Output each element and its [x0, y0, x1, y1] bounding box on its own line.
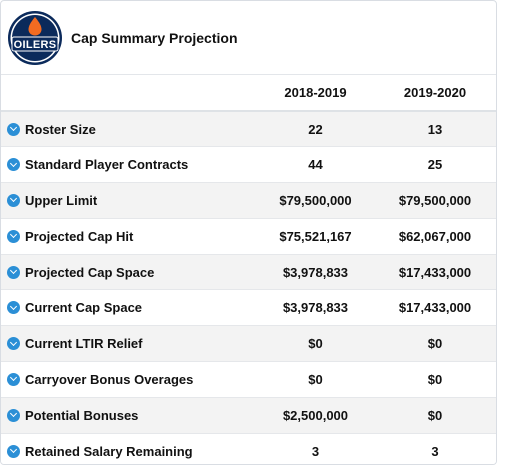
table-row[interactable]: Carryover Bonus Overages $0 $0	[1, 361, 496, 398]
value-cell: $0	[372, 325, 496, 362]
value-cell: $3,978,833	[259, 253, 372, 290]
table-row[interactable]: Standard Player Contracts 44 25	[1, 146, 496, 183]
table-row[interactable]: Upper Limit $79,500,000 $79,500,000	[1, 182, 496, 219]
chevron-down-circle-icon[interactable]	[7, 193, 20, 207]
row-label: Current LTIR Relief	[25, 336, 143, 352]
value-cell: 3	[259, 432, 372, 464]
chevron-down-circle-icon[interactable]	[7, 337, 20, 351]
row-label: Retained Salary Remaining	[25, 443, 193, 459]
table-row[interactable]: Current LTIR Relief $0 $0	[1, 325, 496, 362]
table-body: Roster Size 22 13 Standard Player Contra…	[1, 110, 496, 464]
table-row[interactable]: Projected Cap Space $3,978,833 $17,433,0…	[1, 253, 496, 290]
row-label: Upper Limit	[25, 192, 98, 208]
value-cell: $75,521,167	[259, 217, 372, 255]
value-cell: $0	[372, 361, 496, 398]
value-cell: $62,067,000	[372, 217, 496, 255]
table-header: 2018-2019 2019-2020	[1, 75, 496, 112]
row-label-cell: Projected Cap Hit	[1, 217, 259, 255]
value-cell: 13	[372, 110, 496, 147]
header-row: 2018-2019 2019-2020	[1, 75, 496, 112]
row-label: Projected Cap Space	[25, 264, 155, 280]
value-cell: $0	[259, 325, 372, 362]
cap-summary-table: 2018-2019 2019-2020 Roster Size 22 13 St…	[1, 75, 496, 464]
row-label: Projected Cap Hit	[25, 228, 134, 244]
row-label: Standard Player Contracts	[25, 157, 189, 173]
chevron-down-circle-icon[interactable]	[7, 444, 20, 458]
column-header-2018-2019: 2018-2019	[259, 75, 372, 112]
table-row[interactable]: Potential Bonuses $2,500,000 $0	[1, 396, 496, 434]
row-label-cell: Standard Player Contracts	[1, 146, 259, 183]
row-label-cell: Current Cap Space	[1, 289, 259, 326]
row-label: Carryover Bonus Overages	[25, 371, 194, 387]
value-cell: $2,500,000	[259, 396, 372, 434]
value-cell: $79,500,000	[259, 182, 372, 219]
chevron-down-circle-icon[interactable]	[7, 301, 20, 315]
row-label-cell: Carryover Bonus Overages	[1, 361, 259, 398]
table-row[interactable]: Retained Salary Remaining 3 3	[1, 432, 496, 464]
table-row[interactable]: Projected Cap Hit $75,521,167 $62,067,00…	[1, 217, 496, 255]
value-cell: $17,433,000	[372, 253, 496, 290]
chevron-down-circle-icon[interactable]	[7, 122, 20, 136]
chevron-down-circle-icon[interactable]	[7, 265, 20, 279]
value-cell: $17,433,000	[372, 289, 496, 326]
value-cell: 25	[372, 146, 496, 183]
row-label-cell: Projected Cap Space	[1, 253, 259, 290]
value-cell: $79,500,000	[372, 182, 496, 219]
card-header: OILERS Cap Summary Projection	[1, 1, 496, 75]
value-cell: $0	[259, 361, 372, 398]
row-label-cell: Roster Size	[1, 110, 259, 147]
value-cell: $3,978,833	[259, 289, 372, 326]
value-cell: 22	[259, 110, 372, 147]
value-cell: 3	[372, 432, 496, 464]
row-label-cell: Potential Bonuses	[1, 396, 259, 434]
value-cell: 44	[259, 146, 372, 183]
logo-wordmark: OILERS	[14, 39, 57, 51]
value-cell: $0	[372, 396, 496, 434]
column-header-2019-2020: 2019-2020	[372, 75, 496, 112]
chevron-down-circle-icon[interactable]	[7, 229, 20, 243]
row-label: Roster Size	[25, 121, 96, 137]
row-label-cell: Current LTIR Relief	[1, 325, 259, 362]
row-label-cell: Upper Limit	[1, 182, 259, 219]
chevron-down-circle-icon[interactable]	[7, 408, 20, 422]
oilers-logo: OILERS	[8, 10, 62, 65]
table-row[interactable]: Roster Size 22 13	[1, 110, 496, 147]
chevron-down-circle-icon[interactable]	[7, 158, 20, 172]
row-label: Potential Bonuses	[25, 407, 139, 423]
header-label-cell	[1, 75, 259, 112]
card-title: Cap Summary Projection	[71, 29, 238, 46]
chevron-down-circle-icon[interactable]	[7, 372, 20, 386]
row-label-cell: Retained Salary Remaining	[1, 432, 259, 464]
table-row[interactable]: Current Cap Space $3,978,833 $17,433,000	[1, 289, 496, 326]
cap-summary-card: OILERS Cap Summary Projection 2018-2019 …	[0, 0, 497, 465]
row-label: Current Cap Space	[25, 300, 143, 316]
